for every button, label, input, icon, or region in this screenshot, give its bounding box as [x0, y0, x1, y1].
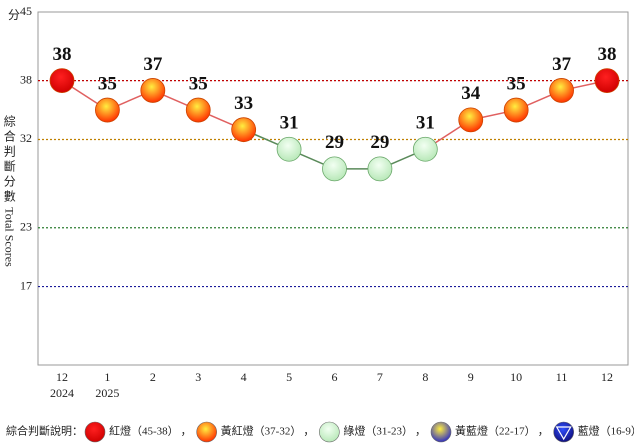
data-label: 31 — [416, 113, 435, 134]
data-label: 35 — [189, 73, 208, 94]
x-tick-label: 3 — [195, 370, 201, 384]
y-axis-label: 綜合判斷分數 — [2, 115, 16, 205]
legend-range: （22-17） — [488, 425, 536, 438]
data-label: 37 — [552, 54, 572, 75]
x-tick-label: 7 — [377, 370, 383, 384]
legend-name: 藍燈 — [578, 424, 600, 438]
y-tick-label: 45 — [20, 4, 32, 18]
data-label: 35 — [98, 73, 117, 94]
y-tick-label: 38 — [20, 72, 32, 86]
signal-marker — [140, 78, 166, 103]
x-tick-label: 8 — [422, 370, 428, 384]
data-label: 31 — [280, 113, 299, 134]
x-tick-label: 11 — [556, 370, 568, 384]
data-label: 37 — [143, 54, 163, 75]
legend-name: 黃藍燈 — [455, 424, 488, 438]
signal-marker — [185, 97, 211, 123]
legend-title: 綜合判斷說明： — [6, 424, 83, 438]
y-tick-label: 32 — [20, 131, 32, 145]
signal-marker — [231, 117, 257, 143]
legend-separator: ， — [181, 426, 192, 438]
y-tick-label: 17 — [20, 278, 32, 292]
x-tick-label: 10 — [510, 370, 522, 384]
legend-marker — [196, 421, 217, 443]
y-unit-label: 分 — [8, 8, 20, 22]
data-label: 33 — [234, 93, 253, 114]
legend-name: 紅燈 — [109, 424, 131, 438]
data-label: 29 — [325, 132, 344, 153]
legend-marker — [430, 421, 452, 443]
data-label: 29 — [370, 132, 389, 153]
x-tick-label: 12 — [56, 370, 68, 384]
legend-range: （37-32） — [254, 425, 302, 438]
signal-marker — [503, 97, 529, 123]
x-tick-label: 6 — [332, 370, 338, 384]
legend-range: （31-23） — [365, 425, 413, 438]
x-tick-label: 5 — [286, 370, 292, 384]
signal-marker — [322, 156, 347, 182]
x-tick-label: 2 — [150, 370, 156, 384]
signal-marker — [458, 107, 484, 133]
x-tick-label: 1 — [104, 370, 110, 384]
y-tick-label: 23 — [20, 219, 32, 233]
legend-marker — [84, 421, 106, 443]
legend-name: 綠燈 — [343, 424, 365, 438]
legend-marker — [319, 421, 340, 443]
legend-range: （16-9） — [600, 425, 634, 438]
signal-marker — [276, 136, 302, 162]
legend-name: 黃紅燈 — [221, 424, 254, 438]
signal-marker — [412, 136, 438, 162]
x-tick-label: 4 — [241, 370, 247, 384]
x-tick-label: 12 — [601, 370, 613, 384]
data-label: 38 — [598, 44, 617, 65]
signal-marker — [594, 68, 620, 94]
legend-range: （45-38） — [131, 425, 179, 438]
x-tick-sublabel: 2024 — [50, 386, 74, 400]
data-label: 34 — [461, 83, 481, 104]
x-tick-sublabel: 2025 — [95, 386, 119, 400]
legend-separator: ， — [538, 426, 549, 438]
data-label: 35 — [507, 73, 526, 94]
x-tick-label: 9 — [468, 370, 474, 384]
legend-separator: ， — [303, 426, 314, 438]
legend-separator: ， — [415, 426, 426, 438]
y-axis-label-en: Total Scores — [2, 207, 16, 267]
plot-frame — [37, 11, 629, 366]
signal-marker — [49, 68, 75, 94]
signal-marker — [549, 78, 574, 103]
signal-marker — [95, 97, 120, 123]
data-label: 38 — [53, 44, 72, 65]
signal-marker — [367, 156, 393, 182]
legend-marker-triangle — [555, 426, 572, 441]
